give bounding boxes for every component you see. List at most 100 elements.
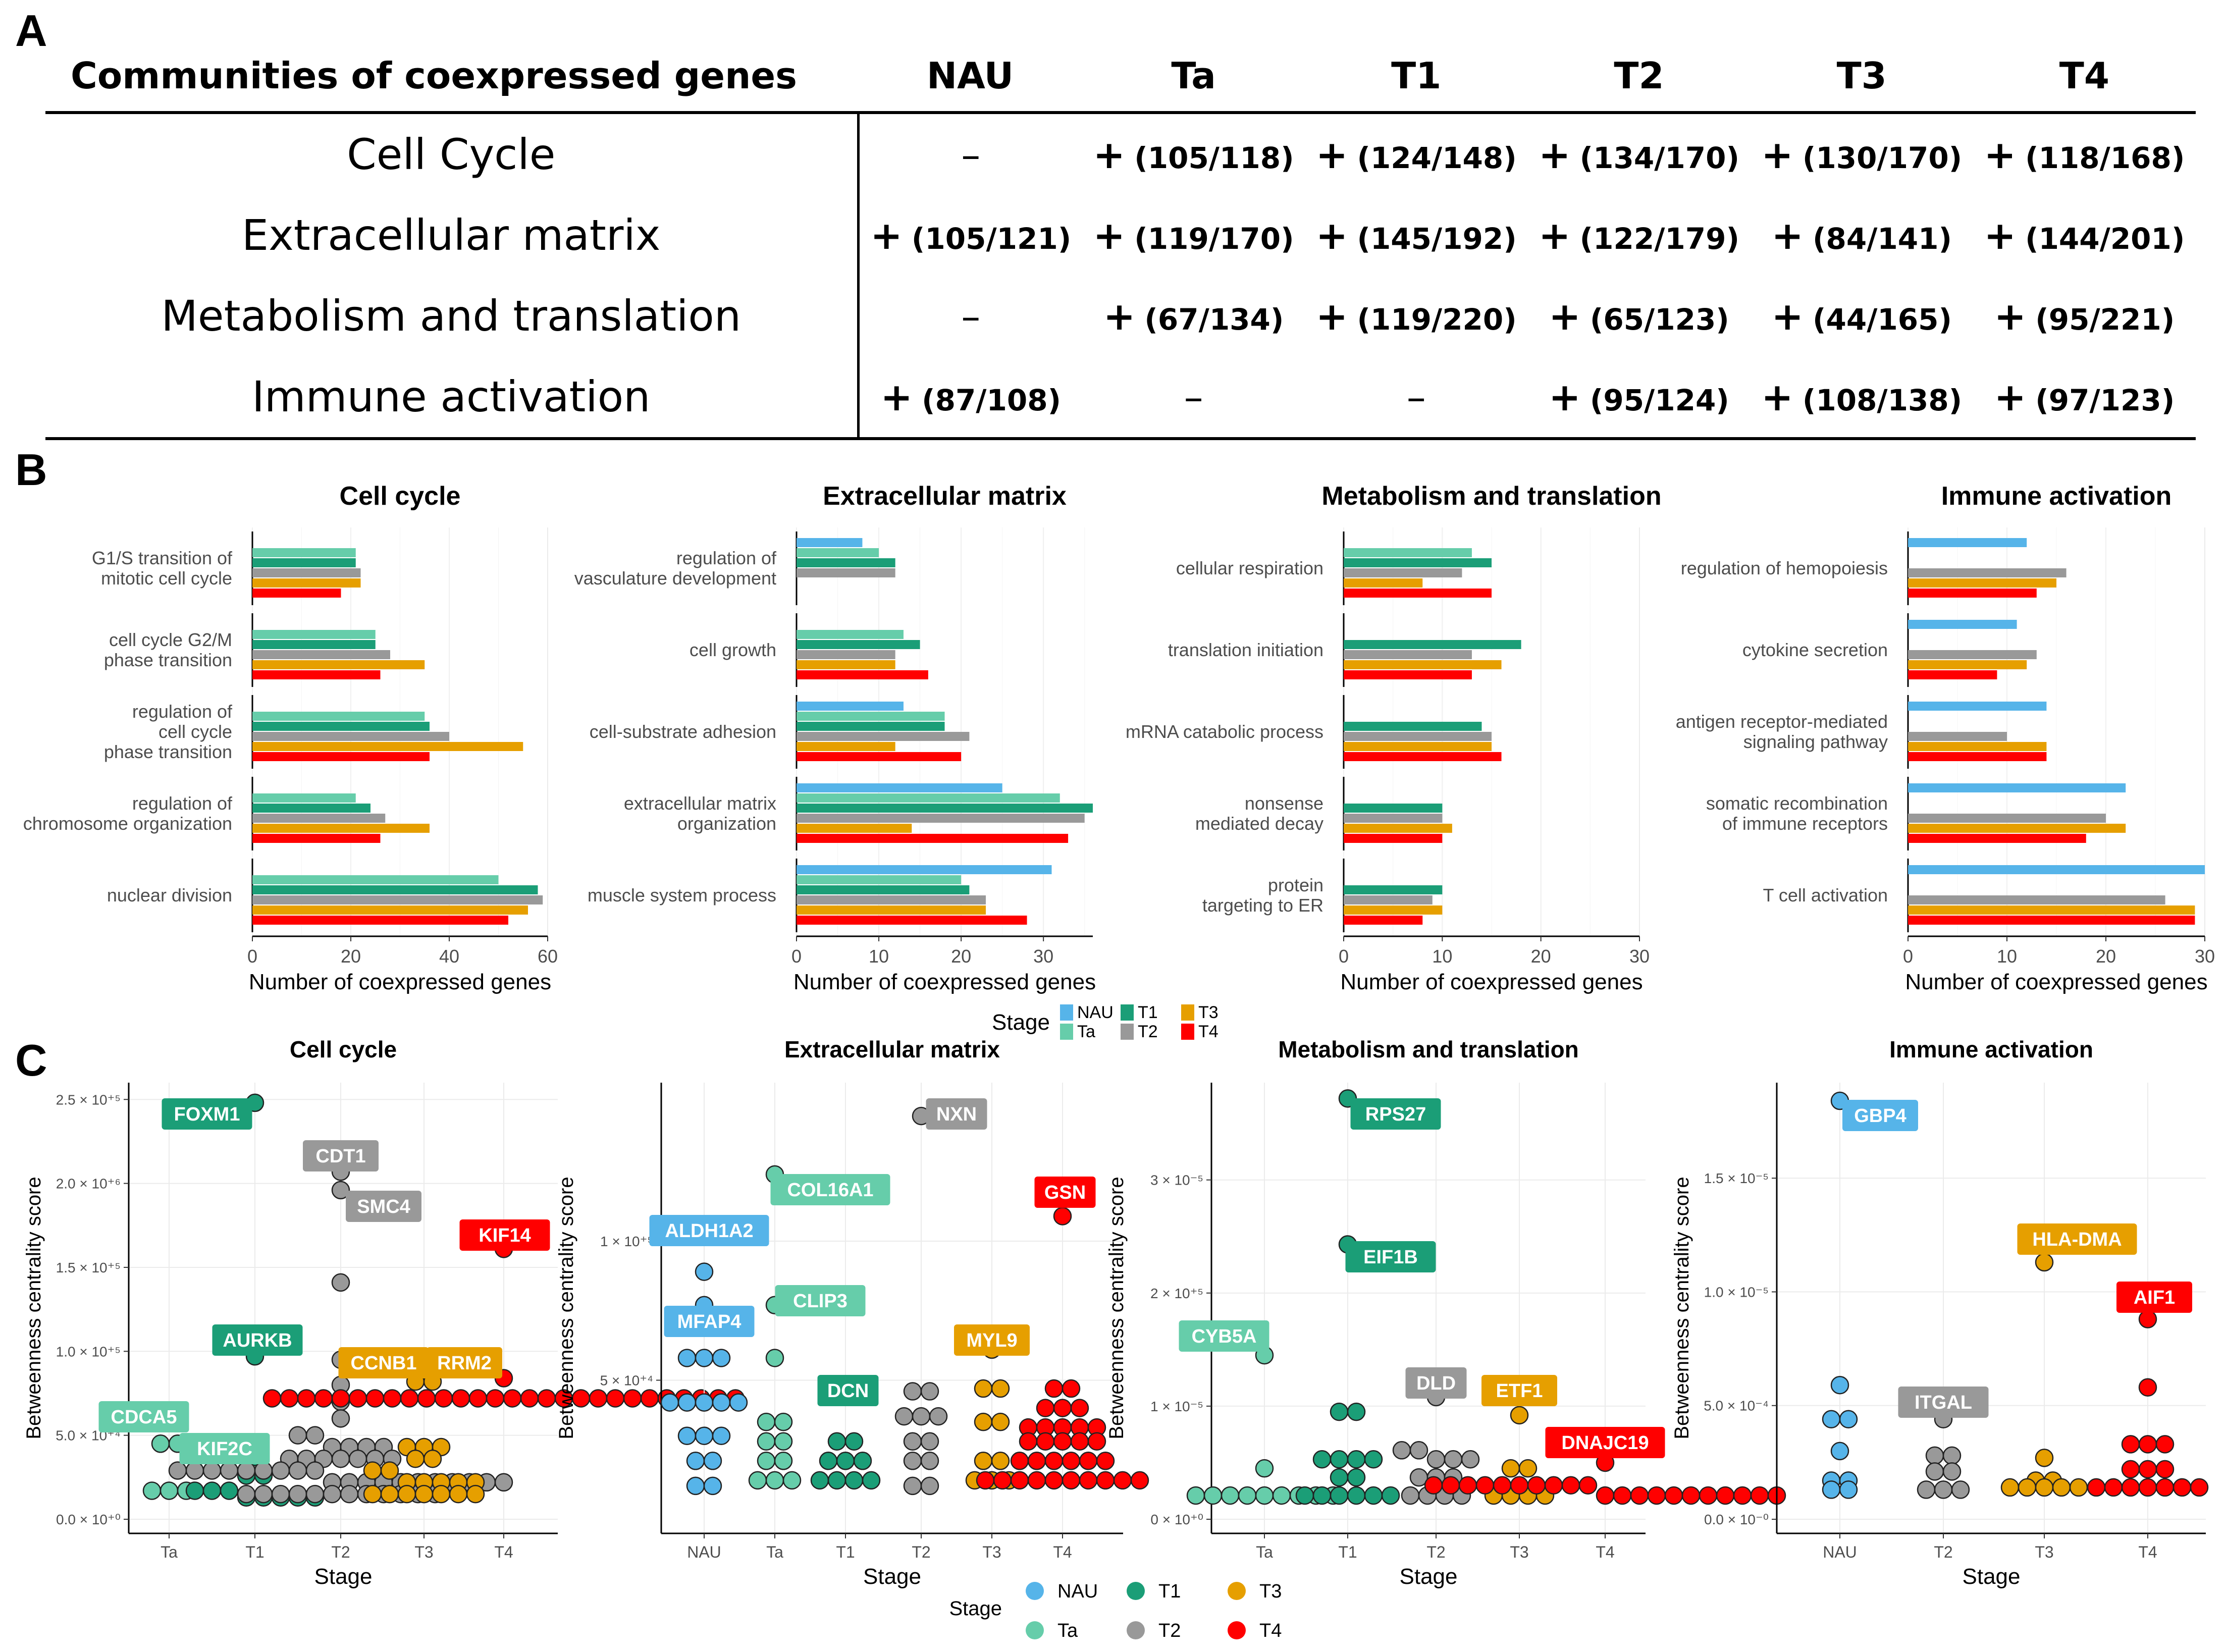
term-label: mRNA catabolic process [1126,721,1323,742]
x-tick-label: 30 [1629,946,1650,967]
data-point [853,1452,872,1470]
data-point [2035,1478,2054,1497]
term-label: extracellular matrix [624,793,776,814]
data-point [468,1389,488,1408]
data-point [271,1461,290,1480]
table-cell: + (118/168) [1973,113,2196,195]
data-point [1830,1442,1849,1461]
x-axis-label: Number of coexpressed genes [1905,970,2207,994]
x-tick-label: T1 [245,1543,264,1561]
data-point [677,1426,697,1445]
x-tick-label: 60 [538,946,558,967]
data-point [976,1471,995,1490]
x-axis-label: Stage [314,1564,373,1589]
data-point [1830,1375,1849,1395]
legend-label: T4 [1198,1022,1219,1041]
bar [797,702,904,711]
data-point [1044,1379,1064,1398]
x-axis-label: Number of coexpressed genes [249,970,551,994]
header-communities: Communities of coexpressed genes [45,40,858,114]
term-label: somatic recombination [1706,793,1888,814]
data-point [712,1426,731,1445]
data-point [974,1412,993,1431]
data-point [1036,1399,1055,1417]
bar [1908,865,2205,874]
x-tick-label: 0 [1339,946,1349,967]
data-point [695,1262,714,1281]
header-nau: NAU [858,40,1082,114]
x-tick-label: T3 [2035,1543,2053,1561]
data-point [2087,1478,2106,1497]
bar [797,783,1002,792]
data-point [903,1476,922,1496]
data-point [288,1484,307,1504]
data-point [537,1389,556,1408]
bar [797,804,1093,813]
x-axis-label: Stage [1963,1564,2021,1589]
data-point [827,1471,846,1490]
x-tick-label: T3 [982,1543,1001,1561]
data-point [827,1432,846,1451]
bar [1344,640,1521,649]
gene-label-box [1345,1241,1436,1272]
bar [252,793,356,803]
gene-label: FOXM1 [162,1098,252,1130]
gene-label-text: CDCA5 [111,1407,177,1428]
data-point [1527,1476,1546,1495]
gene-label-text: KIF14 [479,1225,531,1246]
gene-label-box [926,1098,987,1130]
header-ta: Ta [1082,40,1305,114]
data-point [1062,1452,1081,1470]
gene-label-box [98,1401,189,1432]
data-point [1441,1476,1460,1495]
data-point [1475,1476,1495,1495]
data-point [1347,1468,1366,1487]
data-point [991,1379,1010,1398]
bar-chart: regulation of hemopoiesis cytokine secret… [1676,482,2215,994]
bar [252,660,425,669]
x-tick-label: T3 [414,1543,433,1561]
cell-value: (145/192) [1357,221,1517,256]
y-tick-label: 0.0 × 10⁻⁰ [1704,1512,1769,1527]
bar [797,834,1069,843]
term-label: translation initiation [1168,640,1323,660]
bar [797,558,895,567]
communities-table: Communities of coexpressed genes NAU Ta … [45,40,2196,440]
gene-label: RPS27 [1350,1098,1441,1130]
bar [797,722,945,731]
gene-label-text: AURKB [223,1330,292,1351]
data-point [1596,1486,1615,1505]
data-point [1053,1432,1072,1451]
row-label: Immune activation [45,356,860,440]
table-cell: + (119/220) [1305,276,1527,356]
y-axis-label: Betweenness centrality score [1671,1177,1693,1439]
data-point [1510,1406,1529,1425]
data-point [142,1481,162,1500]
bar [252,712,425,721]
bar [797,916,1027,925]
plus-sign: + [1315,132,1348,177]
gene-label-text: GBP4 [1854,1105,1906,1127]
dash-sign: – [961,132,981,177]
data-point [1951,1480,1970,1499]
legend-dot [1228,1621,1246,1639]
bar [1908,783,2126,792]
x-tick-label: T2 [1934,1543,1952,1561]
y-tick-label: 1 × 10⁺⁵ [600,1234,653,1249]
data-point [1544,1476,1563,1495]
gene-label: DCN [817,1375,879,1406]
bar [252,895,543,904]
term-label: G1/S transition of [92,548,233,568]
data-point [1934,1480,1953,1499]
gene-label-text: ALDH1A2 [665,1220,753,1242]
data-point [974,1379,993,1398]
term-label: T cell activation [1763,885,1888,905]
plus-sign: + [1994,374,2027,419]
chart-title: Metabolism and translation [1278,1036,1579,1062]
data-point [449,1484,468,1504]
data-point [729,1393,748,1412]
plus-sign: + [1771,293,1804,339]
data-point [288,1426,307,1445]
gene-label-text: AIF1 [2134,1287,2175,1308]
